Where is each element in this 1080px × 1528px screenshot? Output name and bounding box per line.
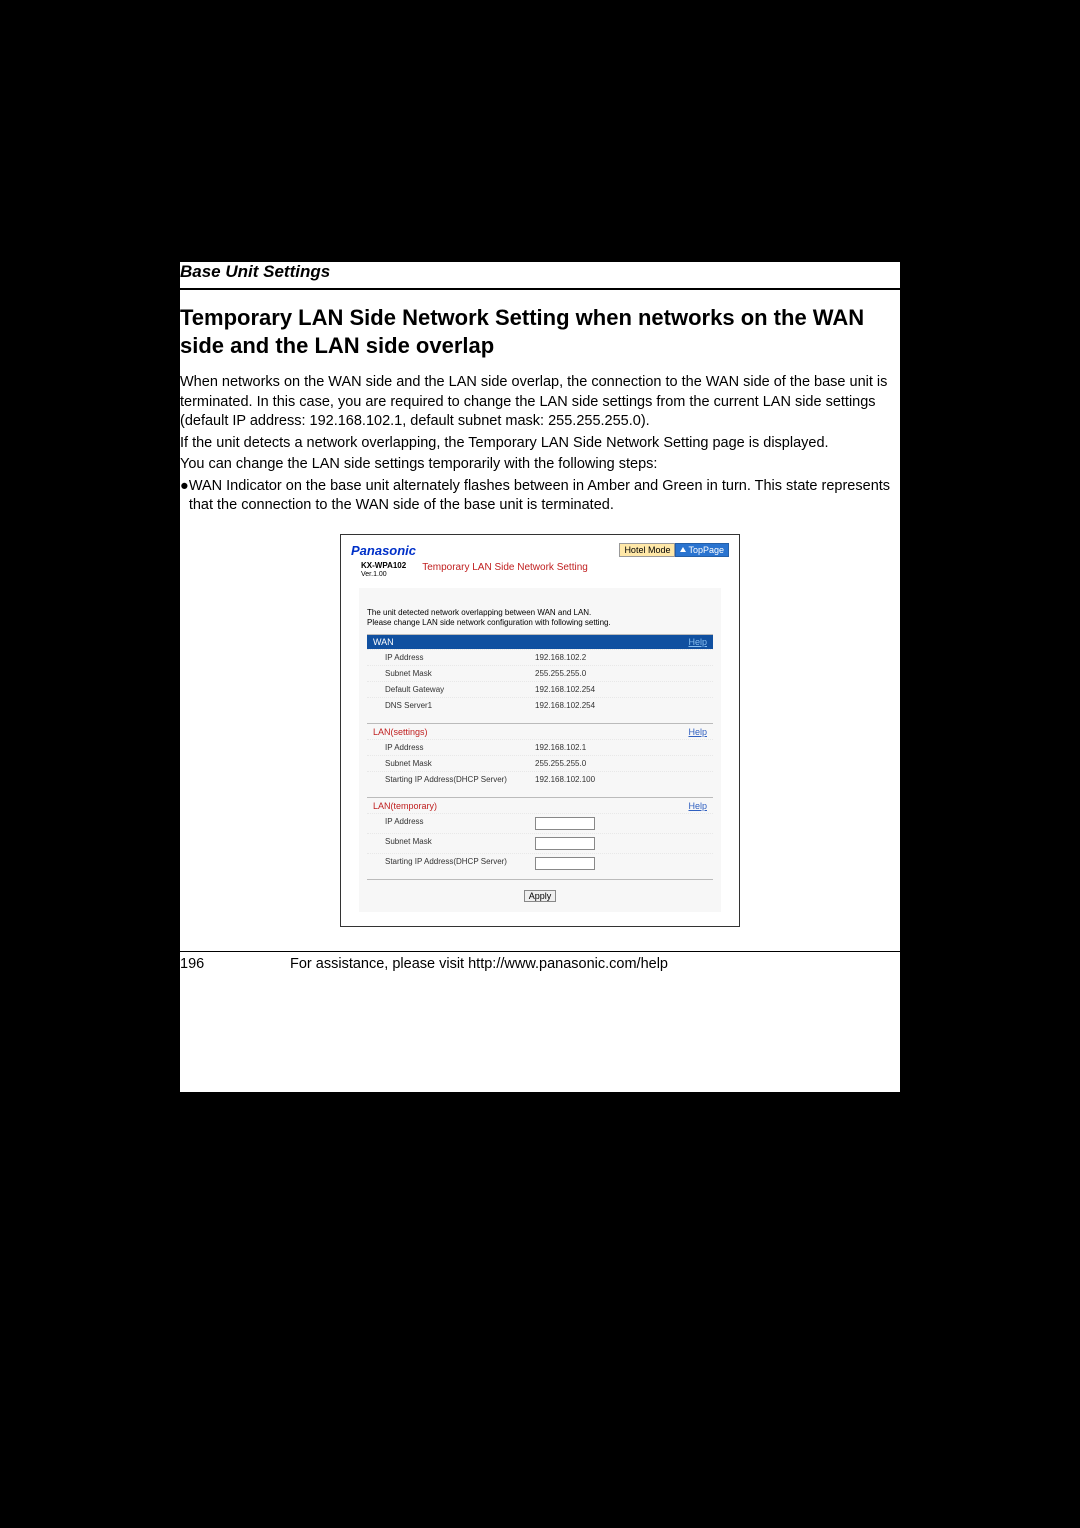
- table-row: IP Address: [367, 813, 713, 833]
- document-page: Base Unit Settings Temporary LAN Side Ne…: [180, 262, 900, 1092]
- top-page-label: TopPage: [688, 545, 724, 555]
- lan-settings-section-header: LAN(settings) Help: [367, 723, 713, 739]
- page-footer: 196 For assistance, please visit http://…: [180, 952, 900, 972]
- ip-address-input[interactable]: [535, 817, 595, 830]
- table-row: Starting IP Address(DHCP Server)192.168.…: [367, 771, 713, 787]
- lan-temporary-section-header: LAN(temporary) Help: [367, 797, 713, 813]
- table-row: Starting IP Address(DHCP Server): [367, 853, 713, 873]
- help-link[interactable]: Help: [688, 801, 707, 811]
- lan-settings-label: LAN(settings): [373, 727, 428, 737]
- table-row: Default Gateway192.168.102.254: [367, 681, 713, 697]
- table-row: Subnet Mask255.255.255.0: [367, 665, 713, 681]
- section-label: Base Unit Settings: [180, 262, 900, 282]
- hr: [180, 288, 900, 290]
- note-text: The unit detected network overlapping be…: [367, 608, 713, 628]
- bullet-icon: ●: [180, 477, 189, 516]
- bullet-item: ● WAN Indicator on the base unit alterna…: [180, 477, 900, 516]
- wan-label: WAN: [373, 637, 394, 647]
- help-link[interactable]: Help: [688, 637, 707, 647]
- dhcp-start-ip-input[interactable]: [535, 857, 595, 870]
- wan-section-header: WAN Help: [367, 634, 713, 649]
- lan-temporary-label: LAN(temporary): [373, 801, 437, 811]
- bullet-text: WAN Indicator on the base unit alternate…: [189, 477, 900, 516]
- subnet-mask-input[interactable]: [535, 837, 595, 850]
- page-number: 196: [180, 956, 290, 972]
- paragraph: You can change the LAN side settings tem…: [180, 455, 900, 475]
- table-row: IP Address192.168.102.1: [367, 739, 713, 755]
- embedded-screenshot: Panasonic Hotel Mode TopPage KX-WPA102 V…: [340, 534, 740, 927]
- table-row: DNS Server1192.168.102.254: [367, 697, 713, 713]
- settings-panel: The unit detected network overlapping be…: [359, 588, 721, 912]
- paragraph: If the unit detects a network overlappin…: [180, 434, 900, 454]
- footer-text: For assistance, please visit http://www.…: [290, 956, 668, 972]
- up-arrow-icon: [680, 547, 686, 552]
- panasonic-logo: Panasonic: [351, 543, 416, 558]
- model-label: KX-WPA102: [361, 562, 406, 571]
- hotel-mode-badge: Hotel Mode: [619, 543, 675, 557]
- version-label: Ver.1.00: [361, 571, 406, 578]
- screenshot-title: Temporary LAN Side Network Setting: [422, 562, 588, 573]
- top-page-button[interactable]: TopPage: [675, 543, 729, 557]
- paragraph: When networks on the WAN side and the LA…: [180, 373, 900, 432]
- table-row: IP Address192.168.102.2: [367, 649, 713, 665]
- page-heading: Temporary LAN Side Network Setting when …: [180, 304, 900, 359]
- apply-button[interactable]: Apply: [524, 890, 557, 902]
- table-row: Subnet Mask255.255.255.0: [367, 755, 713, 771]
- table-row: Subnet Mask: [367, 833, 713, 853]
- help-link[interactable]: Help: [688, 727, 707, 737]
